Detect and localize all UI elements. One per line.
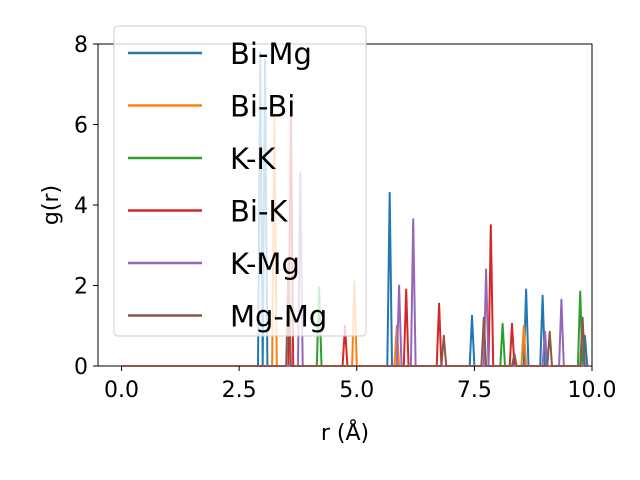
x-tick-label: 0.0 xyxy=(104,378,139,403)
x-ticks: 0.0 2.5 5.0 7.5 10.0 xyxy=(104,366,616,403)
legend-label: K-K xyxy=(230,142,276,176)
y-tick-label: 0 xyxy=(74,355,88,380)
y-axis-label: g(r) xyxy=(39,185,64,225)
legend-label: Bi-Bi xyxy=(230,90,295,124)
series-line-mg-mg xyxy=(121,260,588,367)
x-axis-label: r (Å) xyxy=(321,419,369,446)
y-tick-label: 4 xyxy=(74,194,88,219)
legend-label: Bi-K xyxy=(230,195,288,229)
x-tick-label: 2.5 xyxy=(222,378,257,403)
y-tick-label: 6 xyxy=(74,114,88,139)
y-tick-label: 8 xyxy=(74,33,88,58)
y-tick-label: 2 xyxy=(74,275,88,300)
legend-label: Mg-Mg xyxy=(230,300,327,334)
legend-label: Bi-Mg xyxy=(230,37,312,71)
x-tick-label: 7.5 xyxy=(457,378,492,403)
legend-label: K-Mg xyxy=(230,247,300,281)
x-tick-label: 5.0 xyxy=(339,378,374,403)
legend-entries: Bi-Mg Bi-Bi K-K Bi-K K-Mg Mg-Mg xyxy=(128,37,327,334)
legend-box xyxy=(113,25,367,337)
x-tick-label: 10.0 xyxy=(568,378,617,403)
y-ticks: 0 2 4 6 8 xyxy=(74,33,98,380)
legend: Bi-Mg Bi-Bi K-K Bi-K K-Mg Mg-Mg xyxy=(113,25,367,337)
